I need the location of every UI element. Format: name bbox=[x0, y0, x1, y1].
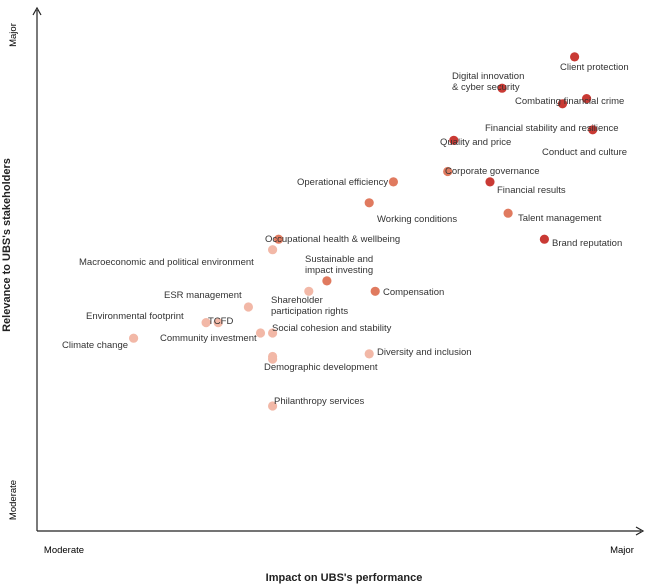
data-point bbox=[388, 177, 398, 187]
data-point bbox=[304, 286, 314, 296]
data-point bbox=[588, 125, 598, 135]
data-label: impact investing bbox=[305, 265, 373, 276]
y-axis-title: Relevance to UBS's stakeholders bbox=[1, 158, 13, 332]
x-axis-title: Impact on UBS's performance bbox=[266, 572, 423, 584]
data-point bbox=[370, 286, 380, 296]
data-label: Brand reputation bbox=[552, 238, 622, 249]
data-point bbox=[322, 276, 332, 286]
x-axis-low-label: Moderate bbox=[44, 545, 84, 556]
data-points bbox=[129, 52, 598, 411]
data-point bbox=[255, 328, 266, 338]
data-point bbox=[582, 94, 592, 104]
data-label: Combating financial crime bbox=[515, 96, 624, 107]
data-point bbox=[268, 245, 278, 255]
data-point bbox=[243, 302, 253, 312]
data-point bbox=[268, 328, 278, 338]
data-label: Shareholder bbox=[271, 295, 323, 306]
data-label: Financial stability and resilience bbox=[485, 123, 619, 134]
data-point bbox=[570, 52, 580, 62]
data-point bbox=[443, 166, 453, 177]
y-axis-arrow bbox=[32, 6, 42, 16]
data-point bbox=[503, 208, 513, 218]
data-label: Digital innovation bbox=[452, 71, 524, 82]
data-label: & cyber security bbox=[452, 82, 520, 93]
y-axis-low-label: Moderate bbox=[8, 480, 19, 520]
data-label: Operational efficiency bbox=[297, 177, 388, 188]
data-labels: Client protection Digital innovation& cyb… bbox=[62, 62, 629, 407]
data-label: Working conditions bbox=[377, 214, 457, 225]
data-label: Conduct and culture bbox=[542, 147, 627, 158]
data-point bbox=[497, 83, 507, 93]
data-label: Demographic development bbox=[264, 362, 378, 373]
x-axis-arrow bbox=[635, 526, 645, 536]
data-label: Social cohesion and stability bbox=[272, 323, 392, 334]
data-point bbox=[268, 351, 278, 362]
data-label: ESR management bbox=[164, 290, 242, 301]
data-label: Financial results bbox=[497, 185, 566, 196]
data-point bbox=[201, 318, 211, 328]
data-point bbox=[485, 177, 495, 187]
data-label: Quality and price bbox=[440, 137, 511, 148]
data-point bbox=[213, 318, 223, 328]
data-label: Client protection bbox=[560, 62, 629, 73]
data-point bbox=[557, 99, 568, 109]
data-label: Compensation bbox=[383, 287, 444, 298]
axes bbox=[32, 6, 645, 536]
data-label: participation rights bbox=[271, 306, 348, 317]
data-label: Talent management bbox=[518, 213, 602, 224]
data-label: Philanthropy services bbox=[274, 396, 365, 407]
data-point bbox=[364, 349, 374, 359]
data-point bbox=[539, 234, 550, 244]
y-axis-high-label: Major bbox=[8, 23, 19, 47]
data-label: Environmental footprint bbox=[86, 311, 184, 322]
data-point bbox=[274, 234, 284, 244]
data-point bbox=[129, 333, 139, 343]
data-label: Community investment bbox=[160, 333, 257, 344]
data-label: Occupational health & wellbeing bbox=[265, 234, 400, 245]
data-point bbox=[268, 401, 278, 411]
data-label: Sustainable and bbox=[305, 254, 373, 265]
data-label: TCFD bbox=[208, 316, 233, 327]
data-point bbox=[449, 135, 459, 145]
data-point bbox=[364, 198, 374, 208]
x-axis-high-label: Major bbox=[610, 545, 634, 556]
data-label: Climate change bbox=[62, 340, 128, 351]
data-label: Macroeconomic and political environment bbox=[79, 257, 254, 268]
data-label: Corporate governance bbox=[445, 166, 540, 177]
data-label: Diversity and inclusion bbox=[377, 347, 472, 358]
